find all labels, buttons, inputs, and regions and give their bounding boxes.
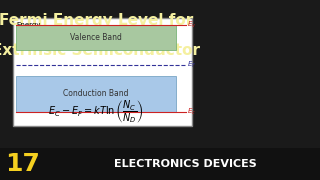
Text: $E_c$: $E_c$ [187,107,196,117]
Text: ELECTRONICS DEVICES: ELECTRONICS DEVICES [114,159,257,169]
Text: $E_F$: $E_F$ [187,60,196,70]
Bar [16,25,176,50]
Text: Conduction Band: Conduction Band [63,89,129,98]
Bar [0,148,320,180]
Text: $E_v$: $E_v$ [187,20,196,30]
Text: Extrinsic Semiconductor: Extrinsic Semiconductor [0,43,200,58]
Text: 17: 17 [5,152,40,176]
Text: Valence Band: Valence Band [70,33,122,42]
Text: $E_C - E_F = kT \ln\left(\dfrac{N_C}{N_D}\right)$: $E_C - E_F = kT \ln\left(\dfrac{N_C}{N_D… [48,98,144,125]
FancyBboxPatch shape [13,18,192,126]
Bar [16,76,176,112]
Text: Fermi Energy Level for: Fermi Energy Level for [0,13,193,28]
Text: Energy: Energy [16,22,40,28]
